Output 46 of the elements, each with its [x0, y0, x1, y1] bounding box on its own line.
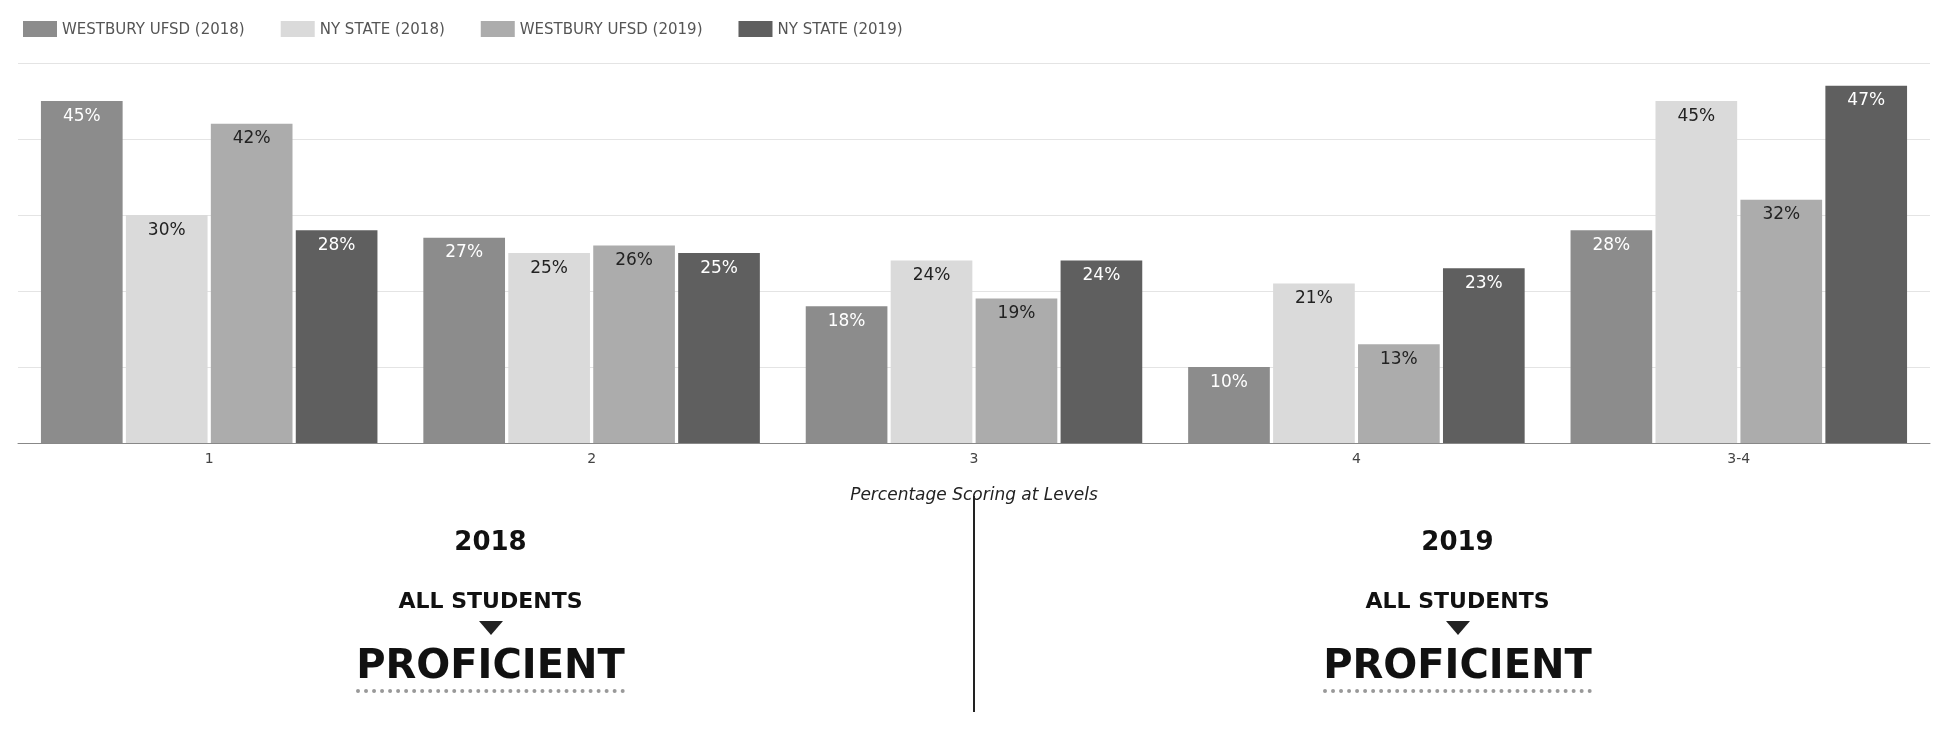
bar [975, 298, 1058, 443]
text: PROFICIENT [356, 641, 625, 693]
data-label: 45% [1677, 104, 1716, 125]
bar [1825, 85, 1908, 443]
text: ALL STUDENTS [1365, 588, 1550, 613]
text: 2019 [1421, 526, 1494, 556]
bar [295, 230, 378, 443]
bar [678, 253, 760, 443]
data-label: 18% [827, 309, 866, 330]
data-label: 32% [1762, 203, 1801, 224]
data-label: 30% [147, 218, 186, 239]
legend-label: NY STATE (2019) [777, 20, 903, 38]
text: ALL STUDENTS [398, 588, 583, 613]
data-label: 13% [1379, 347, 1418, 368]
data-label: 27% [445, 241, 484, 262]
data-label: 25% [530, 256, 569, 277]
data-label: 28% [317, 233, 356, 254]
x-axis-title: Percentage Scoring at Levels [850, 483, 1099, 504]
data-label: 47% [1847, 89, 1886, 110]
x-tick-label: 3-4 [1727, 450, 1751, 466]
x-tick-label: 3 [969, 450, 979, 466]
x-tick-label: 4 [1351, 450, 1361, 466]
data-label: 42% [232, 127, 271, 148]
text: 2018 [454, 526, 527, 556]
bar [1060, 260, 1143, 443]
data-label: 24% [912, 264, 951, 285]
x-tick-label: 2 [587, 450, 597, 466]
data-label: 21% [1295, 286, 1333, 307]
legend-label: NY STATE (2018) [319, 20, 445, 38]
bar [1358, 344, 1440, 443]
data-label: 45% [62, 104, 101, 125]
bar [593, 245, 675, 443]
data-label: 28% [1592, 233, 1631, 254]
data-label: 10% [1210, 370, 1248, 391]
data-label: 23% [1464, 271, 1503, 292]
legend-label: WESTBURY UFSD (2018) [62, 20, 245, 38]
bar [1740, 199, 1823, 443]
legend-label: WESTBURY UFSD (2019) [519, 20, 703, 38]
x-tick-label: 1 [204, 450, 214, 466]
data-label: 19% [997, 302, 1036, 323]
text: PROFICIENT [1323, 641, 1592, 693]
data-label: 26% [615, 248, 653, 269]
bar [1442, 268, 1525, 443]
data-label: 25% [700, 256, 738, 277]
data-label: 24% [1082, 264, 1121, 285]
bar [210, 123, 293, 443]
